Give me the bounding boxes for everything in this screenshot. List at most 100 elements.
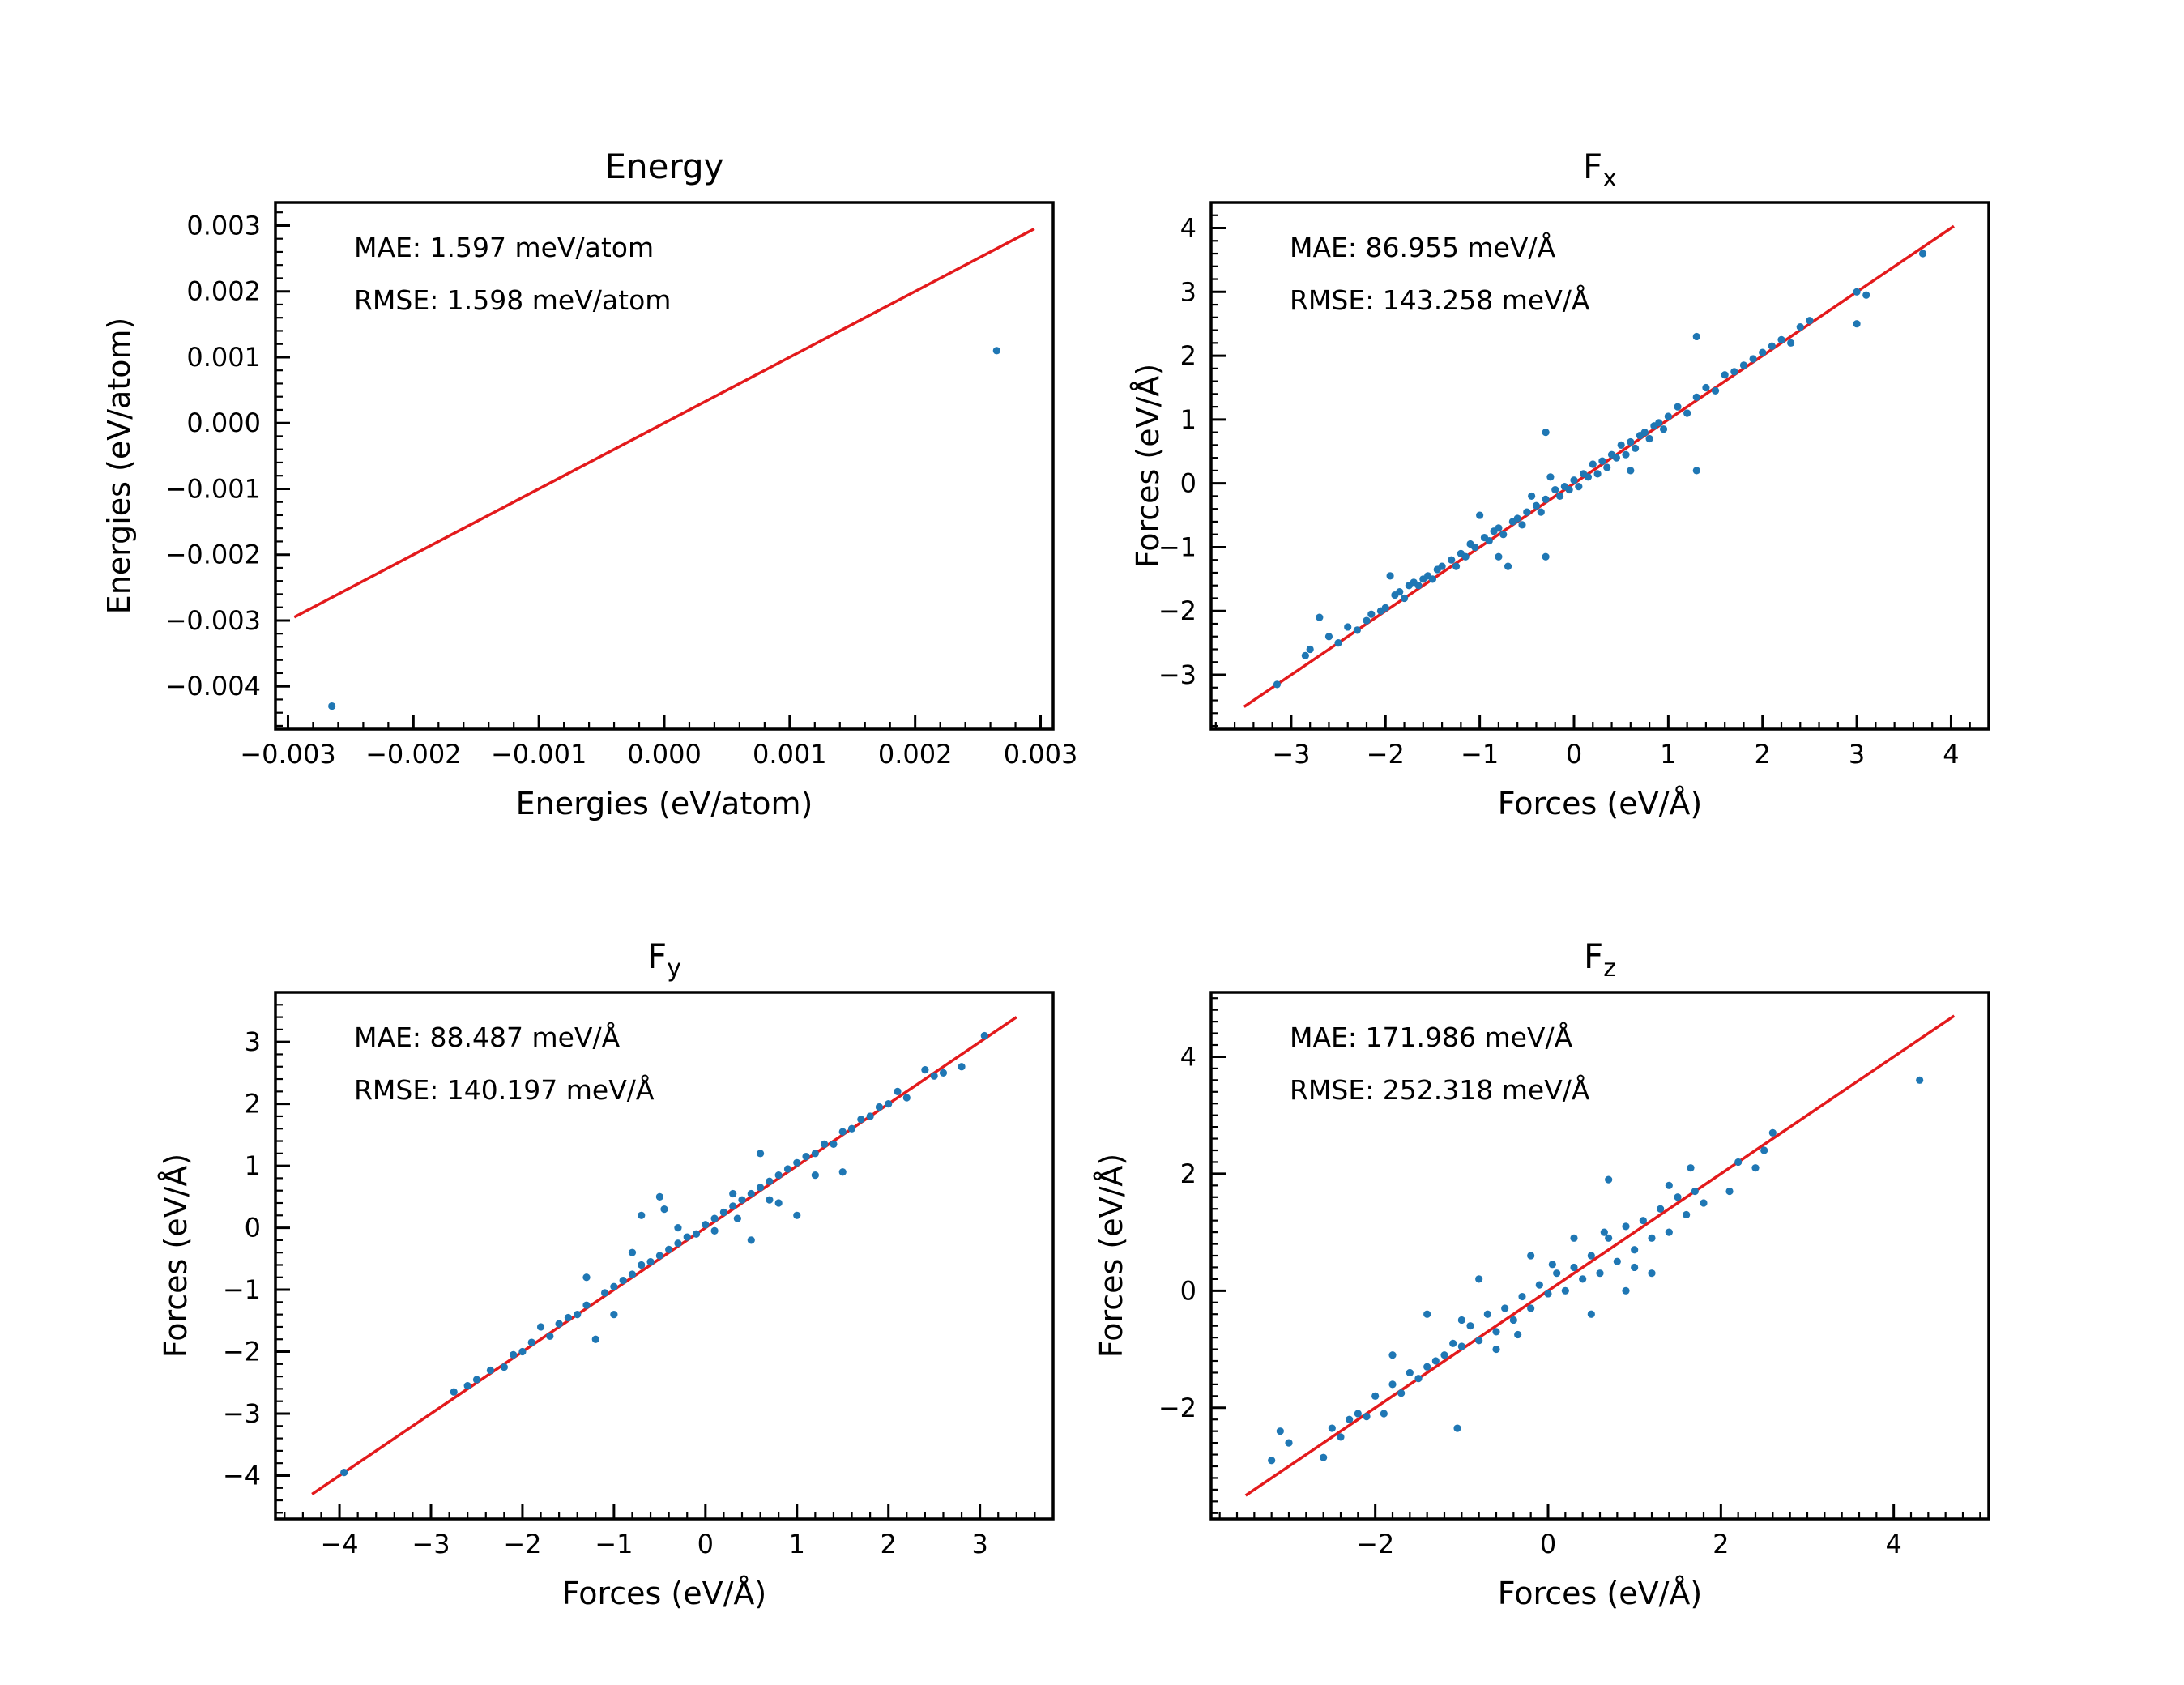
axes-frame — [274, 991, 1055, 1521]
x-axis-label: Energies (eV/atom) — [516, 786, 813, 821]
data-point — [1700, 1199, 1708, 1207]
y-tick-label: 2 — [1180, 340, 1197, 371]
data-point — [1551, 485, 1559, 494]
data-point — [793, 1158, 801, 1167]
x-tick-label: 4 — [1885, 1529, 1901, 1559]
data-point — [1414, 1375, 1423, 1383]
reference-line — [311, 1016, 1017, 1495]
data-point — [518, 1347, 527, 1356]
data-point — [1787, 339, 1795, 347]
axes-frame — [274, 201, 1055, 731]
data-point — [885, 1100, 893, 1108]
x-tick-label: 3 — [971, 1529, 987, 1559]
data-point — [591, 1335, 599, 1343]
mae-annotation: MAE: 171.986 meV/Å — [1290, 1021, 1573, 1053]
data-point — [582, 1301, 591, 1309]
data-point — [902, 1094, 911, 1102]
data-point — [1532, 501, 1541, 510]
mae-annotation: MAE: 1.597 meV/atom — [354, 232, 654, 263]
data-point — [1691, 1187, 1699, 1196]
data-point — [1605, 1234, 1613, 1242]
data-point — [1617, 441, 1625, 449]
data-point — [1579, 1275, 1587, 1283]
data-point — [1570, 1234, 1578, 1242]
y-axis-label: Energies (eV/atom) — [101, 318, 137, 615]
data-point — [1453, 1424, 1461, 1432]
data-point — [1603, 463, 1611, 471]
data-point — [1476, 511, 1484, 519]
y-tick-label: 0 — [245, 1213, 261, 1243]
data-point — [1657, 1205, 1665, 1213]
data-point — [1514, 1330, 1522, 1339]
data-point — [582, 1273, 591, 1282]
data-point — [1692, 467, 1700, 475]
subplot-3: −4 −3 −2 −1 0 1 2 3 −4 −3 −2 −1 0 1 2 3 Fy Forces (eV/Å) F… — [158, 936, 1055, 1611]
data-point — [600, 1289, 609, 1297]
y-tick-label: 0.000 — [186, 407, 261, 438]
x-tick-label: −0.001 — [491, 739, 587, 770]
data-point — [980, 1031, 988, 1040]
data-point — [628, 1270, 637, 1278]
data-point — [665, 1245, 673, 1253]
x-tick-label: 1 — [1660, 739, 1676, 770]
data-point — [1406, 1368, 1414, 1377]
title-main: F — [1584, 936, 1603, 976]
data-point — [830, 1140, 838, 1148]
data-point — [1589, 460, 1597, 468]
mae-annotation: MAE: 86.955 meV/Å — [1290, 231, 1556, 263]
data-point — [1334, 639, 1342, 647]
data-point — [1631, 1246, 1639, 1254]
data-point — [838, 1128, 847, 1136]
data-point — [710, 1226, 719, 1235]
data-point — [1388, 1380, 1397, 1389]
data-point — [1346, 1415, 1354, 1423]
data-point — [738, 1196, 746, 1204]
data-point — [1739, 361, 1748, 369]
data-point — [802, 1153, 810, 1161]
data-point — [875, 1103, 884, 1111]
data-point — [1371, 1392, 1380, 1400]
data-point — [610, 1311, 618, 1319]
y-tick-label: 1 — [245, 1150, 261, 1181]
x-tick-label: −1 — [1461, 739, 1499, 770]
subplot-title: Fx — [1583, 147, 1617, 193]
data-point — [646, 1258, 655, 1266]
data-point — [1768, 1128, 1777, 1137]
data-point — [1396, 588, 1404, 596]
title-main: Energy — [604, 147, 723, 186]
data-point — [574, 1311, 582, 1319]
x-tick-label: 0.001 — [753, 739, 827, 770]
data-point — [756, 1184, 765, 1192]
y-tick-label: −0.001 — [165, 473, 261, 504]
data-point — [1702, 383, 1710, 392]
data-point — [1768, 342, 1776, 350]
x-tick-label: 2 — [1713, 1529, 1729, 1559]
data-point — [719, 1208, 728, 1217]
subplot-title: Energy — [604, 147, 723, 186]
x-tick-label: −0.003 — [240, 739, 335, 770]
subplot-title: Fy — [647, 936, 681, 983]
data-point — [1721, 371, 1729, 379]
data-point — [1665, 1181, 1673, 1189]
data-point — [1483, 1310, 1491, 1318]
axes-frame — [1209, 201, 1990, 731]
data-point — [1565, 485, 1573, 494]
data-point — [1428, 575, 1437, 583]
data-point — [1862, 291, 1870, 299]
data-point — [1363, 616, 1371, 625]
data-point — [1648, 1269, 1656, 1278]
data-point — [1542, 429, 1550, 437]
data-point — [1449, 1339, 1457, 1347]
y-tick-label: 2 — [245, 1089, 261, 1120]
y-tick-label: −0.004 — [165, 671, 261, 702]
y-axis-label: Forces (eV/Å) — [1094, 1154, 1129, 1359]
y-tick-label: 0.003 — [186, 210, 261, 241]
data-point — [1285, 1439, 1293, 1447]
data-point — [1627, 437, 1635, 446]
data-point — [1475, 1275, 1483, 1283]
data-point — [783, 1165, 792, 1173]
data-point — [1301, 651, 1309, 659]
subplot-1: −0.003 −0.002 −0.001 0.000 0.001 0.002 0.003 −0… — [101, 147, 1077, 821]
reference-line — [293, 227, 1035, 619]
